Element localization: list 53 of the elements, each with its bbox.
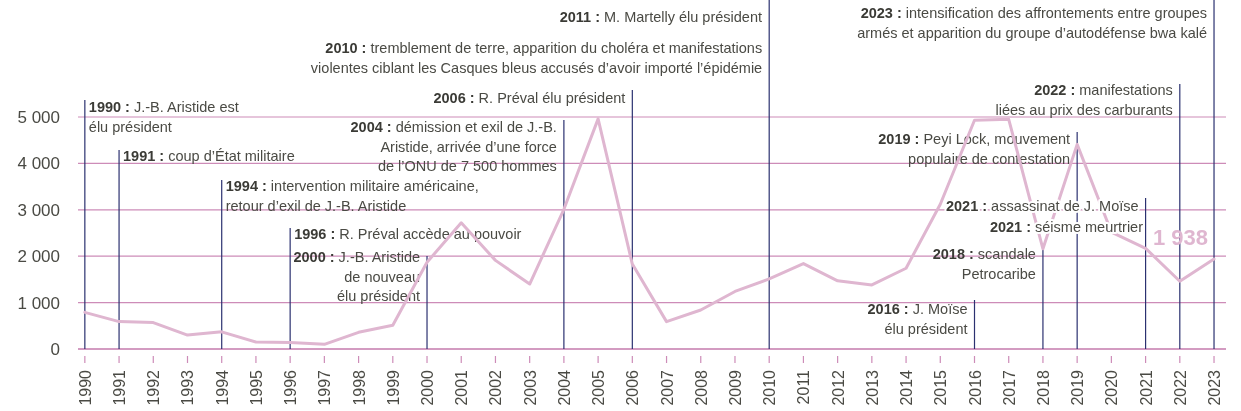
ref-line-label: 1994 : intervention militaire américaine, retour d’exil de J.-B. Aristide	[225, 178, 479, 214]
x-tick-label: 2015	[932, 369, 950, 406]
x-tick-label: 1997	[316, 369, 334, 406]
x-tick-label: 2020	[1103, 369, 1121, 406]
x-tick-label: 2010	[761, 369, 779, 406]
x-tick-label: 2011	[795, 369, 813, 405]
x-tick-label: 2022	[1171, 369, 1189, 406]
ref-line-label: 1990 : J.-B. Aristide est élu président	[88, 99, 239, 135]
ref-line-label: 2016 : J. Moïse élu président	[867, 301, 968, 337]
x-tick-label: 2021	[1137, 369, 1155, 406]
x-tick-label: 2006	[624, 369, 642, 406]
ref-line-label: 1991 : coup d’État militaire	[123, 148, 295, 164]
x-tick-label: 1994	[213, 369, 231, 406]
x-tick-label: 2016	[966, 369, 984, 406]
x-tick-label: 2008	[692, 369, 710, 406]
x-tick-label: 2019	[1069, 369, 1087, 406]
x-tick-label: 2023	[1206, 369, 1224, 406]
y-tick-label: 2 000	[17, 247, 60, 267]
x-tick-label: 1990	[76, 369, 94, 406]
y-tick-label: 4 000	[17, 154, 60, 174]
x-tick-label: 1992	[145, 369, 163, 406]
x-tick-label: 2018	[1034, 369, 1052, 406]
ref-line-label: 2022 : manifestations liées au prix des carburants	[995, 82, 1173, 118]
text: 2011 : M. Martelly élu président	[559, 9, 762, 25]
x-tick-label: 2000	[419, 369, 437, 406]
x-tick-label: 2013	[863, 369, 881, 406]
line-series	[83, 117, 1216, 346]
x-tick-label: 2009	[726, 369, 744, 406]
x-tick-label: 2001	[453, 369, 471, 406]
x-tick-label: 2005	[590, 369, 608, 406]
x-tick-label: 1993	[179, 369, 197, 406]
x-tick-label: 1991	[111, 369, 129, 406]
x-tick-label: 2017	[1000, 369, 1018, 406]
x-tick-label: 2014	[898, 369, 916, 406]
ref-line-label: 2023 : intensification des affrontements entre groupes armés et apparition du groupe d’autodéfense bwa kalé	[857, 5, 1208, 41]
x-tick-label: 1995	[247, 369, 265, 406]
y-tick-label: 1 000	[17, 293, 60, 313]
ref-line-label: 2006 : R. Préval élu président	[433, 90, 626, 106]
y-tick-label: 5 000	[17, 108, 60, 127]
x-tick-label: 1998	[350, 369, 368, 406]
x-tick-label: 2002	[487, 369, 505, 406]
x-tick-label: 2012	[829, 369, 847, 406]
x-tick-label: 2007	[658, 369, 676, 406]
x-tick-label: 2003	[521, 369, 539, 406]
ref-line-label: 1996 : R. Préval accède au pouvoir	[294, 226, 522, 242]
ref-line-label: 2000 : J.-B. Aristide de nouveau élu président	[293, 249, 421, 304]
x-tick-label: 1996	[282, 369, 300, 406]
ref-line-label: 2018 : scandale Petrocaribe	[932, 246, 1036, 282]
y-tick-label: 3 000	[17, 200, 60, 220]
x-tick-label: 2004	[555, 369, 573, 406]
ref-line-label: 2010 : tremblement de terre, apparition du choléra et manifestations violentes ciblant les Casques bleus accusés d’avoir importé l’épidémie	[310, 40, 763, 76]
y-tick-label: 0	[50, 340, 60, 359]
x-tick-label: 1999	[384, 369, 402, 406]
